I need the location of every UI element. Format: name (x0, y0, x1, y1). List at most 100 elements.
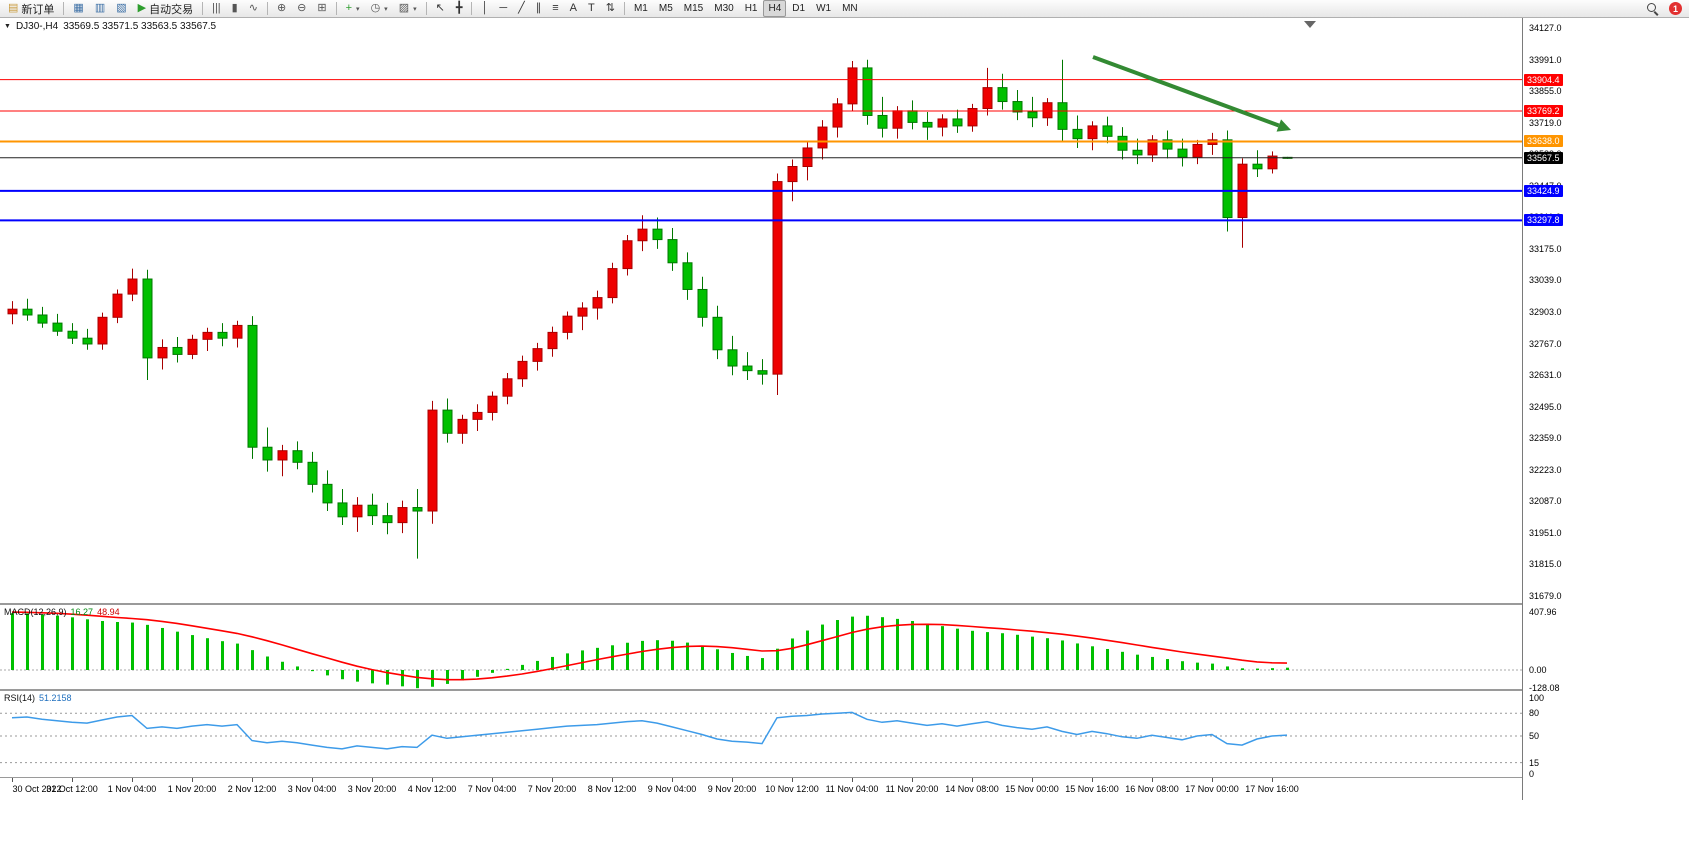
timeframe-button-m30[interactable]: M30 (714, 3, 734, 14)
time-label: 1 Nov 20:00 (167, 784, 217, 794)
chevron-down-icon: ▾ (356, 5, 360, 13)
time-tick (372, 778, 373, 782)
search-button[interactable] (1641, 0, 1664, 18)
new-order-icon: ▤ (8, 2, 19, 14)
candle-body (127, 278, 138, 295)
horizontal-line-button[interactable]: ─ (494, 0, 512, 18)
time-label: 3 Nov 04:00 (287, 784, 337, 794)
trendline-button[interactable]: ╱ (513, 0, 530, 18)
line-chart-button[interactable]: ∿ (244, 0, 263, 18)
timeframe-button-mn[interactable]: MN (842, 3, 858, 14)
templates-button[interactable]: ▨ ▾ (394, 0, 422, 18)
toolbar-separator (623, 2, 625, 15)
candle-body (1072, 128, 1083, 140)
time-tick (312, 778, 313, 782)
periods-button[interactable]: ◷ ▾ (366, 0, 393, 18)
channel-icon: ∥ (535, 2, 542, 14)
new-order-button[interactable]: ▤ 新订单 (3, 0, 59, 18)
candle-body (112, 293, 123, 318)
time-tick (192, 778, 193, 782)
candle-body (382, 515, 393, 524)
chart-ohlc-values: 33569.5 33571.5 33563.5 33567.5 (63, 21, 217, 32)
candle-body (67, 330, 78, 339)
tile-windows-button[interactable]: ⊞ (312, 0, 331, 18)
text-button[interactable]: A (565, 0, 582, 18)
candle-body (1042, 102, 1053, 119)
candle-body (202, 331, 213, 340)
indicators-button[interactable]: + ▾ (341, 0, 365, 18)
candle-body (1192, 143, 1203, 158)
trend-arrow[interactable] (1092, 55, 1280, 128)
timeframe-button-w1[interactable]: W1 (816, 3, 832, 14)
timeframe-button-m1[interactable]: M1 (633, 3, 648, 14)
toolbar-separator (63, 2, 65, 15)
zoom-out-icon: ⊖ (297, 2, 307, 14)
candlestick-chart-button[interactable]: ▮ (227, 0, 243, 18)
time-label: 17 Nov 00:00 (1185, 784, 1239, 794)
candle-body (1117, 135, 1128, 151)
candle-body (1057, 102, 1068, 130)
timeframe-button-h1[interactable]: H1 (744, 3, 758, 14)
timeframe-button-h4[interactable]: H4 (763, 0, 787, 17)
candle-body (22, 308, 33, 316)
timeframe-button-d1[interactable]: D1 (792, 3, 806, 14)
chart-expand-icon[interactable]: ▼ (4, 23, 11, 30)
candles (7, 59, 1293, 559)
candle-body (682, 262, 693, 290)
macd-panel[interactable] (0, 605, 1522, 689)
search-icon (1646, 2, 1659, 15)
tile-windows-icon: ⊞ (317, 2, 327, 14)
vertical-line-button[interactable]: │ (476, 0, 493, 18)
crosshair-button[interactable]: ╋ (451, 0, 468, 18)
cursor-button[interactable]: ↖ (431, 0, 450, 18)
panel-divider-rsi[interactable] (0, 689, 1689, 691)
zoom-out-button[interactable]: ⊖ (292, 0, 311, 18)
data-window-button[interactable]: ▥ (90, 0, 110, 18)
candle-body (97, 316, 108, 345)
candle-body (7, 308, 18, 315)
time-tick (492, 778, 493, 782)
chart-shift-marker[interactable] (1304, 21, 1316, 28)
candle-body (367, 504, 378, 517)
price-tick-label: 32767.0 (1529, 338, 1562, 349)
candle-body (892, 110, 903, 129)
autotrading-button[interactable]: ▶ 自动交易 (133, 0, 198, 18)
rsi-scale-label: 0 (1529, 769, 1535, 779)
timeframe-button-m15[interactable]: M15 (683, 3, 704, 14)
candle-body (262, 446, 273, 461)
channel-button[interactable]: ∥ (531, 0, 547, 18)
market-watch-button[interactable]: ▦ (68, 0, 88, 18)
notification-badge[interactable]: 1 (1669, 2, 1682, 15)
time-axis[interactable]: 30 Oct 2022 31 Oct 12:00 1 Nov 04:00 1 Nov … (0, 778, 1522, 800)
macd-signal-value: 48.94 (97, 607, 120, 617)
bar-chart-button[interactable]: ||| (207, 0, 226, 18)
candle-body (937, 118, 948, 128)
rsi-name: RSI(14) (4, 693, 36, 703)
price-scale[interactable]: 34127.033991.033855.033719.033583.033447… (1522, 18, 1689, 800)
price-tick-label: 32631.0 (1529, 370, 1562, 381)
rsi-panel[interactable] (0, 691, 1522, 777)
candle-body (82, 337, 93, 345)
candle-body (997, 87, 1008, 103)
timeframe-button-m5[interactable]: M5 (658, 3, 673, 14)
panel-divider-macd[interactable] (0, 603, 1689, 605)
navigator-button[interactable]: ▧ (111, 0, 131, 18)
zoom-in-button[interactable]: ⊕ (272, 0, 291, 18)
price-line-label: 33424.9 (1524, 184, 1563, 197)
rsi-label: RSI(14) 51.2158 (4, 693, 72, 703)
candle-body (337, 502, 348, 518)
time-label: 15 Nov 00:00 (1005, 784, 1059, 794)
chevron-down-icon: ▾ (413, 5, 417, 13)
arrows-button[interactable]: ⇅ (601, 0, 620, 18)
time-label: 31 Oct 12:00 (46, 784, 98, 794)
text-label-button[interactable]: T (583, 0, 600, 18)
rsi-scale-label: 50 (1529, 731, 1540, 741)
candlestick-chart[interactable] (0, 18, 1522, 603)
fibonacci-button[interactable]: ≡ (547, 0, 563, 18)
time-label: 4 Nov 12:00 (407, 784, 457, 794)
candle-body (457, 418, 468, 434)
candle-body (172, 346, 183, 355)
chevron-down-icon: ▾ (384, 5, 388, 13)
candle-body (652, 228, 663, 241)
price-tick-label: 33719.0 (1529, 117, 1562, 128)
